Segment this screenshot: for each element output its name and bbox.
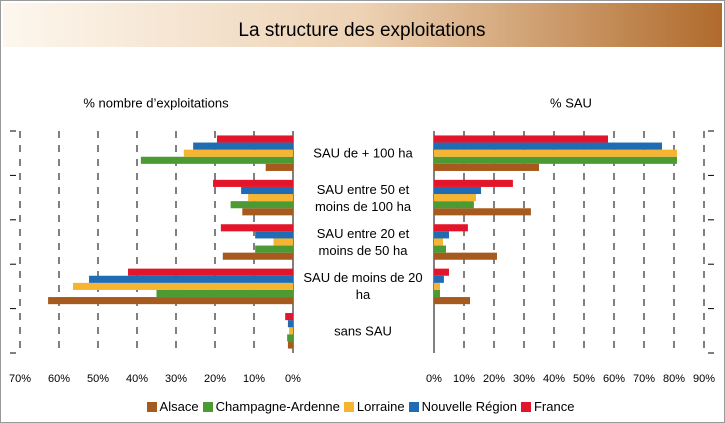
bar (89, 275, 293, 283)
legend-label: France (533, 399, 575, 414)
category-label: SAU de moins de 20 ha (303, 270, 423, 303)
legend-item: France (520, 399, 575, 414)
x-tick-label: 70% (633, 373, 655, 385)
bar (140, 156, 293, 164)
x-tick-label: 50% (573, 373, 595, 385)
bar (434, 142, 662, 150)
x-tick-label: 60% (603, 373, 625, 385)
bar (434, 149, 677, 157)
x-tick-label: 10% (453, 373, 475, 385)
legend-label: Alsace (159, 399, 199, 414)
bar (287, 341, 293, 349)
bar (434, 224, 468, 232)
bar (434, 194, 476, 202)
legend-swatch (408, 401, 419, 412)
legend-label: Lorraine (356, 399, 405, 414)
bar (434, 275, 444, 283)
bar (434, 282, 440, 290)
bar (434, 297, 470, 305)
bar (434, 156, 677, 164)
subtitle: % nombre d’exploitations (83, 95, 229, 110)
x-tick-label: 30% (513, 373, 535, 385)
x-tick-label: 90% (693, 373, 715, 385)
bar (434, 163, 539, 171)
bar (434, 135, 608, 143)
legend-swatch (520, 401, 531, 412)
bar (434, 208, 531, 216)
x-tick-label: 20% (483, 373, 505, 385)
category-label: SAU entre 20 et moins de 50 ha (316, 226, 410, 258)
bar (285, 313, 293, 321)
x-tick-label: 50% (87, 373, 109, 385)
legend: Alsace Champagne-Ardenne Lorraine Nouvelle … (0, 399, 725, 414)
bar (273, 238, 293, 246)
bar (289, 327, 293, 335)
bar (213, 179, 293, 187)
bar (265, 163, 293, 171)
bar (73, 282, 293, 290)
x-tick-label: 0% (285, 373, 301, 385)
x-tick-label: 20% (204, 373, 226, 385)
legend-label: Nouvelle Région (421, 399, 517, 414)
legend-item: Alsace (146, 399, 199, 414)
bar (183, 149, 293, 157)
x-tick-label: 70% (9, 373, 31, 385)
bar (230, 201, 293, 209)
bar (434, 231, 449, 239)
x-tick-label: 30% (165, 373, 187, 385)
bar (434, 186, 482, 195)
x-tick-label: 40% (126, 373, 148, 385)
legend-item: Champagne-Ardenne (202, 399, 340, 414)
bar (287, 334, 293, 342)
x-tick-label: 0% (426, 373, 442, 385)
bar (241, 186, 293, 195)
x-tick-label: 80% (663, 373, 685, 385)
bar (128, 268, 293, 276)
x-tick-label: 10% (243, 373, 265, 385)
category-label: SAU de + 100 ha (313, 145, 413, 161)
bar (222, 252, 293, 260)
bar (216, 135, 293, 143)
bar (220, 224, 293, 232)
legend-item: Lorraine (343, 399, 405, 414)
bar (434, 268, 449, 276)
x-tick-label: 40% (543, 373, 565, 385)
legend-swatch (146, 401, 157, 412)
bar (434, 245, 446, 253)
bar (434, 179, 513, 187)
bar (255, 245, 293, 253)
bar (434, 238, 443, 246)
bar (287, 320, 293, 328)
bar (255, 231, 293, 239)
bar (434, 252, 497, 260)
bar (434, 289, 440, 298)
legend-label: Champagne-Ardenne (215, 399, 340, 414)
bar (242, 208, 293, 216)
bar (248, 194, 293, 202)
subtitle: % SAU (550, 95, 592, 110)
legend-item: Nouvelle Région (408, 399, 517, 414)
title-bar (3, 3, 722, 47)
legend-swatch (202, 401, 213, 412)
title: La structure des exploitations (238, 20, 485, 41)
legend-swatch (343, 401, 354, 412)
bar (193, 142, 293, 150)
bar (156, 289, 293, 298)
category-label: sans SAU (334, 323, 392, 339)
bar (434, 201, 474, 209)
x-tick-label: 60% (48, 373, 70, 385)
category-label: SAU entre 50 et moins de 100 ha (314, 181, 412, 214)
bar (48, 297, 293, 305)
